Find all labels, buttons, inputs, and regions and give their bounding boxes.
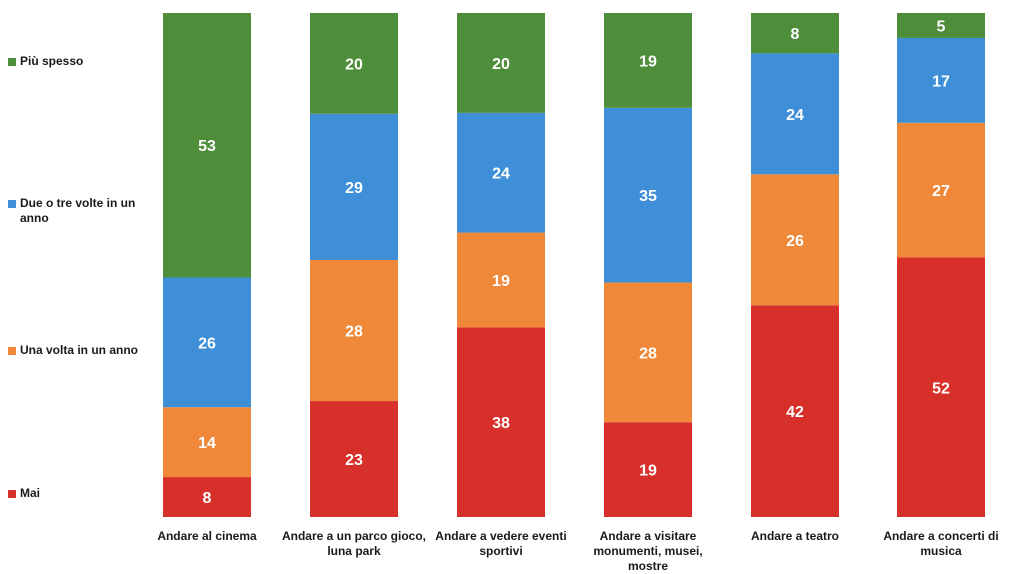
data-label: 24 <box>492 166 510 183</box>
data-label: 20 <box>492 56 510 73</box>
data-label: 27 <box>932 183 950 200</box>
bar-segment <box>163 477 251 517</box>
data-label: 26 <box>786 233 804 250</box>
bar-segment <box>310 113 398 260</box>
data-label: 19 <box>639 53 657 70</box>
bar-segment <box>163 407 251 478</box>
bar-segment <box>604 107 692 283</box>
category-label: Andare a un parco gioco, luna park <box>281 529 427 558</box>
legend-swatch <box>8 200 16 208</box>
legend-label: Mai <box>20 486 41 500</box>
data-label: 8 <box>791 26 800 43</box>
data-label: 26 <box>198 335 216 352</box>
bar-segment <box>604 13 692 108</box>
legend-label: Due o tre volte in un anno <box>20 196 136 225</box>
bar-segment <box>751 174 839 306</box>
legend-item: Due o tre volte in un anno <box>8 196 140 226</box>
data-label: 29 <box>345 180 363 197</box>
bar-segment <box>897 13 985 38</box>
data-label: 35 <box>639 188 657 205</box>
bar-segment <box>751 13 839 54</box>
bar-segment <box>457 232 545 328</box>
bar-segment <box>310 259 398 402</box>
data-label: 5 <box>937 18 946 35</box>
data-label: 52 <box>932 380 950 397</box>
data-label: 17 <box>932 73 950 90</box>
bar-segment <box>751 305 839 517</box>
data-label: 28 <box>345 324 363 341</box>
category-label: Andare a teatro <box>750 529 840 543</box>
legend-item: Più spesso <box>8 54 140 69</box>
data-label: 20 <box>345 56 363 73</box>
bar-segment <box>457 13 545 113</box>
data-label: 53 <box>198 138 216 155</box>
data-label: 24 <box>786 107 804 124</box>
legend-label: Più spesso <box>20 54 84 68</box>
legend-swatch <box>8 347 16 355</box>
bar-segment <box>163 13 251 278</box>
bar-segment <box>751 53 839 175</box>
data-label: 19 <box>492 273 510 290</box>
legend-swatch <box>8 490 16 498</box>
bar-segment <box>897 122 985 258</box>
bar-segment <box>310 13 398 114</box>
data-label: 14 <box>198 435 216 452</box>
data-label: 23 <box>345 452 363 469</box>
bar-segment <box>897 257 985 517</box>
bar-segment <box>604 282 692 423</box>
category-label: Andare a vedere eventi sportivi <box>435 529 567 558</box>
legend-item: Una volta in un anno <box>8 343 140 358</box>
legend-item: Mai <box>8 486 140 501</box>
bar-segment <box>604 422 692 517</box>
bar-segment <box>897 37 985 123</box>
data-label: 19 <box>639 463 657 480</box>
category-label: Andare a concerti di musica <box>883 529 999 558</box>
data-label: 42 <box>786 404 804 421</box>
legend-swatch <box>8 58 16 66</box>
data-label: 28 <box>639 345 657 362</box>
bar-segment <box>310 401 398 517</box>
category-label: Andare al cinema <box>157 529 257 543</box>
data-label: 8 <box>203 490 212 507</box>
bar-segment <box>457 112 545 233</box>
data-label: 38 <box>492 415 510 432</box>
legend-label: Una volta in un anno <box>20 343 139 357</box>
bar-segment <box>457 327 545 517</box>
bar-segment <box>163 277 251 408</box>
category-label: Andare a visitare monumenti, musei, most… <box>593 529 703 573</box>
